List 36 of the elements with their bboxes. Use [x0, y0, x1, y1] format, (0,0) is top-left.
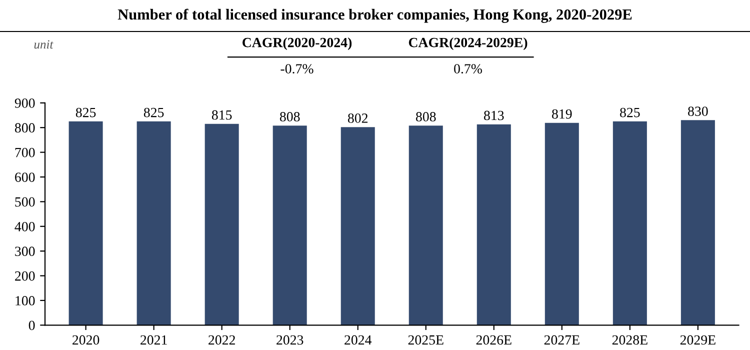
y-tick-label: 100	[16, 296, 35, 306]
x-tick-label: 2024	[344, 335, 372, 345]
text: -0.7%	[280, 64, 314, 74]
data-label: 825	[144, 108, 164, 118]
x-tick-label: 2029E	[680, 335, 716, 345]
text: unit	[34, 40, 54, 49]
x-tick-label: 2023	[276, 335, 304, 345]
y-tick-label: 300	[15, 246, 35, 256]
data-label: 802	[348, 114, 368, 123]
data-label: 808	[280, 112, 300, 122]
x-tick-label: 2020	[72, 335, 100, 345]
y-tick-label: 400	[14, 222, 35, 232]
data-label: 815	[212, 110, 232, 120]
y-tick-label: 200	[15, 271, 35, 281]
data-label: 830	[688, 106, 708, 116]
x-tick-label: 2025E	[408, 335, 444, 345]
data-label: 808	[416, 112, 436, 122]
y-tick-label: 700	[15, 148, 35, 158]
y-tick-label: 900	[14, 98, 35, 108]
chart-title: Number of total licensed insurance broker companies, Hong Kong, 2020-2029E	[118, 8, 632, 23]
data-label: 813	[484, 110, 504, 120]
text: CAGR(2020-2024)	[242, 37, 352, 50]
data-label: 825	[76, 108, 96, 118]
x-tick-label: 2026E	[476, 335, 512, 345]
y-tick-label: 600	[15, 172, 35, 182]
x-tick-label: 2022	[208, 335, 235, 345]
data-label: 819	[552, 109, 572, 119]
text: 0.7%	[454, 64, 482, 74]
x-tick-label: 2028E	[612, 335, 648, 345]
text: CAGR(2024-2029E)	[408, 37, 528, 50]
y-tick-label: 0	[28, 320, 35, 330]
y-tick-label: 800	[14, 123, 35, 133]
y-tick-label: 500	[15, 197, 35, 207]
x-tick-label: 2021	[140, 335, 167, 345]
data-label: 825	[620, 108, 640, 118]
x-tick-label: 2027E	[544, 335, 580, 345]
